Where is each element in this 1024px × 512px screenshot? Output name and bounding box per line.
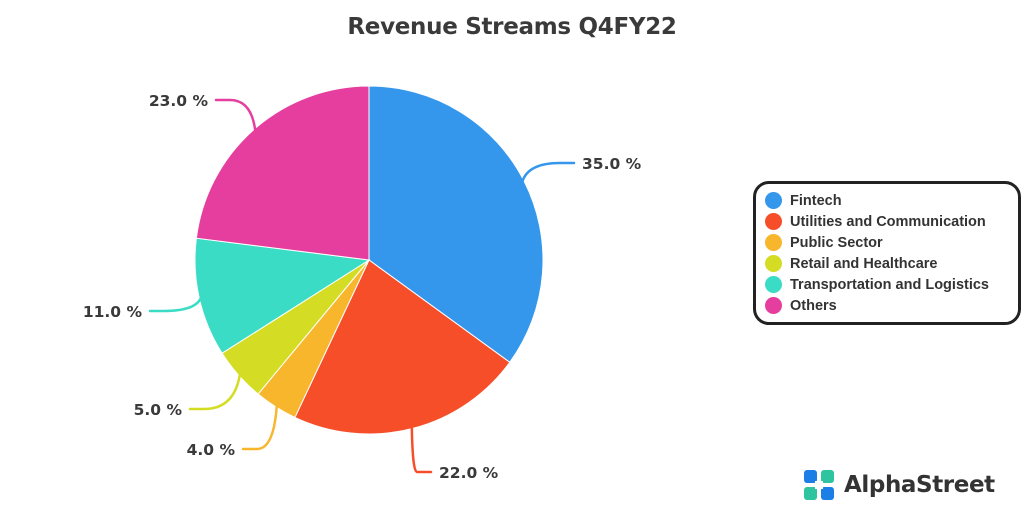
chart-title: Revenue Streams Q4FY22: [347, 14, 677, 40]
legend-swatch: [765, 234, 782, 251]
legend-swatch: [765, 276, 782, 293]
pie-slice-others: [195, 85, 370, 261]
leader-line-public-sector: [241, 403, 279, 451]
legend-label: Retail and Healthcare: [790, 255, 938, 272]
leader-line-others: [214, 98, 257, 133]
legend-swatch: [765, 192, 782, 209]
pie-leader-lines: [148, 98, 576, 474]
legend-label: Fintech: [790, 192, 842, 209]
leader-line-retail-and-healthcare: [188, 372, 242, 411]
data-label-utilities-and-communication: 22.0 %: [439, 464, 499, 482]
leader-line-utilities-and-communication: [410, 425, 433, 474]
data-label-public-sector: 4.0 %: [187, 441, 236, 459]
pie-slice-transportation-and-logistics: [194, 237, 371, 354]
legend-label: Transportation and Logistics: [790, 276, 989, 293]
legend-swatch: [765, 255, 782, 272]
legend-item-public-sector: Public Sector: [765, 232, 1012, 253]
legend-label: Public Sector: [790, 234, 883, 251]
legend-item-others: Others: [765, 295, 1012, 316]
alphastreet-logo-icon: [804, 470, 834, 500]
pie-slices: [194, 85, 544, 435]
legend-swatch: [765, 213, 782, 230]
data-label-transportation-and-logistics: 11.0 %: [83, 303, 143, 321]
chart-legend: Fintech Utilities and Communication Public…: [753, 181, 1021, 325]
brand-name: AlphaStreet: [844, 472, 995, 498]
data-label-retail-and-healthcare: 5.0 %: [134, 401, 183, 419]
legend-item-retail-and-healthcare: Retail and Healthcare: [765, 253, 1012, 274]
pie-slice-fintech: [368, 85, 544, 363]
data-label-fintech: 35.0 %: [582, 155, 642, 173]
leader-line-fintech: [521, 161, 576, 184]
pie-data-labels: 35.0 % 22.0 % 4.0 % 5.0 % 11.0 % 23.0 %: [83, 92, 642, 482]
leader-line-transportation-and-logistics: [148, 296, 203, 313]
legend-item-fintech: Fintech: [765, 190, 1012, 211]
data-label-others: 23.0 %: [149, 92, 209, 110]
legend-item-transportation-and-logistics: Transportation and Logistics: [765, 274, 1012, 295]
legend-label: Others: [790, 297, 837, 314]
brand-logo: AlphaStreet: [804, 470, 995, 500]
legend-label: Utilities and Communication: [790, 213, 986, 230]
legend-item-utilities-and-communication: Utilities and Communication: [765, 211, 1012, 232]
legend-swatch: [765, 297, 782, 314]
